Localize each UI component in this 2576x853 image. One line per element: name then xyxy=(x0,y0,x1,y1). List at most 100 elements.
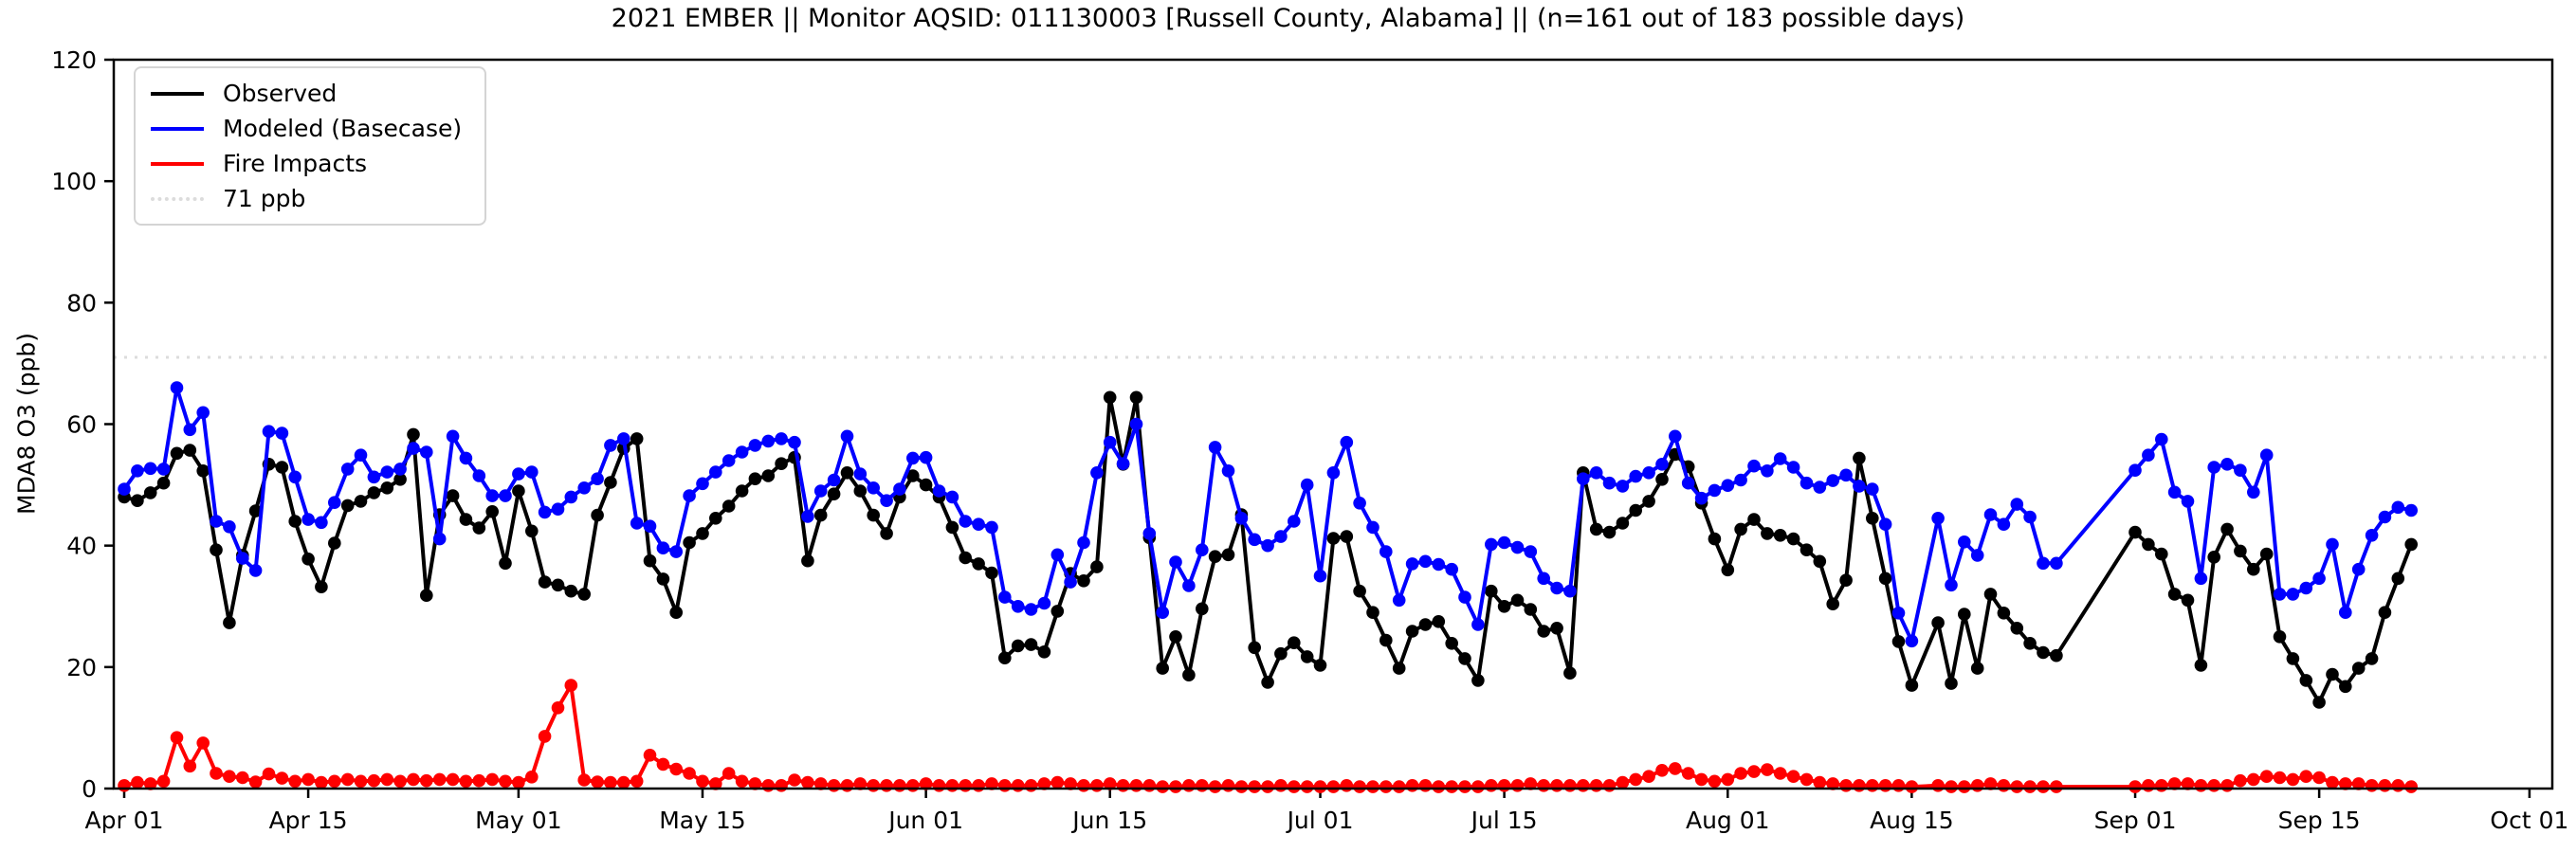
legend-line-sample-icon xyxy=(151,196,204,201)
data-point xyxy=(1208,441,1222,454)
data-point xyxy=(1432,780,1446,793)
data-point xyxy=(1800,476,1814,490)
data-point xyxy=(2194,779,2208,792)
data-point xyxy=(1129,779,1143,792)
data-point xyxy=(2207,551,2220,564)
data-point xyxy=(748,777,762,790)
legend-item: 71 ppb xyxy=(151,181,462,216)
x-tick-label: Aug 01 xyxy=(1686,807,1770,834)
data-point xyxy=(1866,779,1879,792)
data-point xyxy=(236,771,249,785)
data-point xyxy=(1655,473,1669,486)
data-point xyxy=(1708,532,1722,546)
data-point xyxy=(2207,779,2220,792)
data-point xyxy=(1392,780,1406,793)
data-point xyxy=(1208,550,1222,563)
data-point xyxy=(2339,606,2352,619)
data-point xyxy=(236,552,249,565)
data-point xyxy=(1326,780,1341,793)
data-point xyxy=(945,490,959,504)
data-point xyxy=(906,469,920,482)
data-point xyxy=(446,489,460,502)
data-point xyxy=(1077,535,1090,550)
data-point xyxy=(2312,771,2326,785)
data-point xyxy=(1616,517,1630,530)
y-tick-label: 0 xyxy=(82,775,97,803)
data-point xyxy=(1773,452,1787,465)
data-point xyxy=(2234,773,2247,788)
data-point xyxy=(183,423,197,437)
data-point xyxy=(420,773,433,788)
data-point xyxy=(248,775,263,789)
data-point xyxy=(2010,780,2024,793)
data-point xyxy=(1234,512,1249,525)
data-point xyxy=(1945,677,1958,690)
data-point xyxy=(2181,777,2195,790)
data-point xyxy=(2378,510,2392,524)
data-point xyxy=(696,527,709,540)
data-point xyxy=(617,432,630,445)
data-point xyxy=(1839,573,1853,587)
data-point xyxy=(196,736,210,750)
data-point xyxy=(2155,547,2168,561)
data-point xyxy=(1563,584,1577,598)
data-point xyxy=(2247,562,2260,576)
data-point xyxy=(945,520,959,535)
data-point xyxy=(1485,584,1498,598)
data-point xyxy=(446,429,460,444)
data-point xyxy=(315,580,328,593)
data-point xyxy=(512,484,525,498)
data-point xyxy=(1629,772,1642,787)
data-point xyxy=(1432,557,1446,572)
data-point xyxy=(1313,780,1327,793)
data-point xyxy=(2207,461,2220,474)
data-point xyxy=(1761,464,1774,478)
data-point xyxy=(972,517,985,531)
data-point xyxy=(328,536,341,550)
data-point xyxy=(1786,770,1800,783)
data-point xyxy=(932,779,946,792)
data-point xyxy=(1221,464,1235,478)
data-point xyxy=(788,435,801,449)
data-point xyxy=(880,779,893,792)
data-point xyxy=(248,564,263,577)
data-point xyxy=(1866,482,1879,496)
data-point xyxy=(2023,637,2037,650)
data-point xyxy=(499,556,512,571)
data-point xyxy=(1497,600,1511,613)
data-point xyxy=(1208,780,1222,793)
data-point xyxy=(170,446,184,461)
data-point xyxy=(1853,779,1866,792)
data-point xyxy=(1050,605,1065,618)
data-point xyxy=(867,779,880,792)
data-point xyxy=(1326,466,1341,480)
data-point xyxy=(1708,774,1722,789)
data-point xyxy=(801,510,814,523)
data-point xyxy=(2259,448,2274,463)
data-point xyxy=(1826,474,1839,487)
data-point xyxy=(1839,468,1853,482)
data-point xyxy=(2286,588,2300,601)
data-point xyxy=(867,508,880,522)
data-point xyxy=(2220,522,2234,536)
y-axis: 0 20 40 60 80 100 120 xyxy=(51,46,114,803)
data-point xyxy=(2351,662,2366,675)
data-point xyxy=(196,406,210,420)
data-point xyxy=(853,467,868,481)
data-point xyxy=(340,772,355,787)
data-point xyxy=(1734,522,1747,536)
data-point xyxy=(1878,779,1892,792)
data-point xyxy=(748,439,762,452)
plot-frame xyxy=(112,58,2554,790)
data-point xyxy=(1313,659,1327,672)
data-point xyxy=(1050,775,1065,789)
data-point xyxy=(2365,529,2379,542)
data-point xyxy=(683,489,696,502)
data-point xyxy=(2234,463,2247,478)
data-point xyxy=(761,469,776,482)
data-point xyxy=(1905,679,1919,692)
data-point xyxy=(1773,529,1787,542)
data-point xyxy=(1169,555,1182,569)
data-point xyxy=(775,779,788,792)
